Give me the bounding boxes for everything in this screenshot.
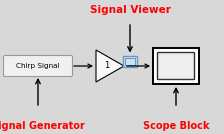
FancyBboxPatch shape [123, 55, 137, 66]
FancyBboxPatch shape [125, 57, 135, 64]
FancyBboxPatch shape [153, 48, 199, 84]
Text: Signal Viewer: Signal Viewer [90, 5, 170, 15]
Text: 1: 1 [104, 62, 109, 70]
FancyBboxPatch shape [157, 53, 194, 79]
Text: Chirp Signal: Chirp Signal [16, 63, 60, 69]
FancyBboxPatch shape [4, 55, 73, 77]
Polygon shape [96, 50, 124, 82]
Text: Scope Block: Scope Block [143, 121, 209, 131]
Text: Signal Generator: Signal Generator [0, 121, 85, 131]
